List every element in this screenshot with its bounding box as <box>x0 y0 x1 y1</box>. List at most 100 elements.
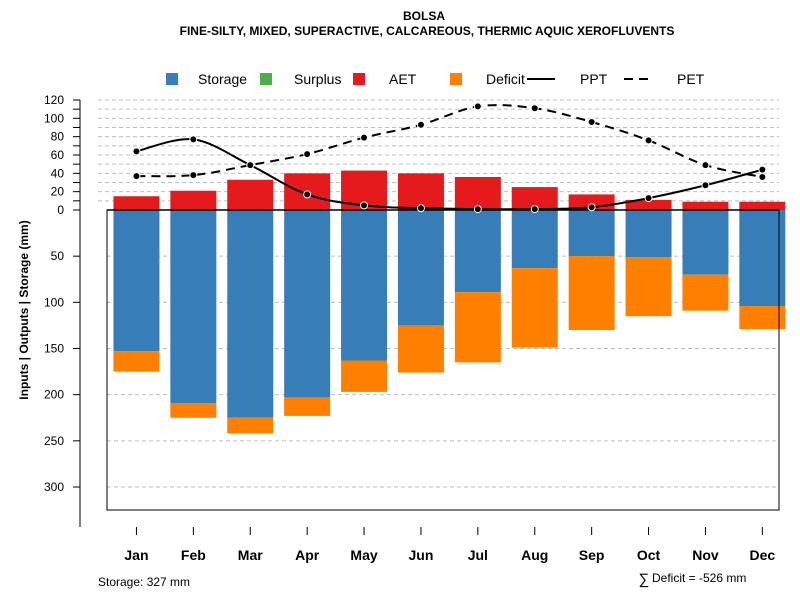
aet-bar-aug <box>511 187 558 210</box>
deficit-bar-jan <box>113 351 160 372</box>
ppt-point-jul <box>473 205 482 214</box>
y-tick-label-bottom-150: 150 <box>44 342 64 356</box>
storage-bar-jun <box>397 210 444 326</box>
aet-bar-nov <box>682 201 729 210</box>
ppt-point-oct <box>644 194 653 203</box>
legend-swatch-aet <box>353 73 365 85</box>
ppt-pet-lines <box>132 102 767 214</box>
legend-label-ppt: PPT <box>580 71 608 87</box>
deficit-bar-feb <box>170 402 217 418</box>
pet-point-apr <box>303 150 312 159</box>
deficit-bar-oct <box>625 257 672 317</box>
y-tick-label-top-80: 80 <box>51 130 65 144</box>
deficit-bar-jun <box>397 325 444 373</box>
aet-bar-feb <box>170 190 217 210</box>
x-tick-label-may: May <box>350 547 377 563</box>
aet-bar-oct <box>625 199 672 210</box>
deficit-total: Deficit = -526 mm <box>652 571 746 585</box>
storage-bar-may <box>341 210 388 361</box>
storage-bar-mar <box>227 210 274 418</box>
x-tick-label-oct: Oct <box>637 547 661 563</box>
legend-label-storage: Storage <box>198 71 247 87</box>
ppt-point-jun <box>416 204 425 213</box>
y-tick-label-top-0: 0 <box>57 203 64 217</box>
x-tick-label-jun: Jun <box>409 547 434 563</box>
ppt-point-nov <box>701 181 710 190</box>
ppt-point-jan <box>132 147 141 156</box>
pet-point-may <box>360 133 369 142</box>
aet-bar-jul <box>454 177 501 210</box>
storage-bar-apr <box>284 210 331 398</box>
storage-bar-sep <box>568 210 615 257</box>
legend-label-aet: AET <box>389 71 417 87</box>
deficit-bar-nov <box>682 274 729 311</box>
legend-label-surplus: Surplus <box>294 71 341 87</box>
storage-bar-jan <box>113 210 160 352</box>
x-tick-label-mar: Mar <box>238 547 263 563</box>
storage-bar-oct <box>625 210 672 258</box>
ppt-point-dec <box>758 165 767 174</box>
storage-bar-nov <box>682 210 729 275</box>
y-tick-label-bottom-100: 100 <box>44 295 64 309</box>
x-tick-label-apr: Apr <box>295 547 320 563</box>
pet-point-oct <box>644 136 653 145</box>
deficit-bar-aug <box>511 268 558 348</box>
ppt-point-aug <box>530 205 539 214</box>
y-tick-label-bottom-200: 200 <box>44 388 64 402</box>
storage-bar-feb <box>170 210 217 403</box>
pet-point-dec <box>758 173 767 181</box>
ppt-point-mar <box>246 161 255 170</box>
y-axis: 0 20 40 60 80 100 120 50 100 150 200 250 300 <box>44 93 80 494</box>
pet-point-aug <box>530 104 539 113</box>
x-tick-label-feb: Feb <box>181 547 206 563</box>
x-tick-label-sep: Sep <box>579 547 605 563</box>
pet-point-jul <box>473 102 482 111</box>
bars <box>113 170 786 434</box>
y-axis-label: Inputs | Outputs | Storage (mm) <box>17 220 31 399</box>
pet-point-jan <box>132 172 141 181</box>
pet-point-jun <box>416 120 425 129</box>
y-tick-label-bottom-50: 50 <box>51 249 65 263</box>
legend-label-pet: PET <box>677 71 705 87</box>
deficit-bar-sep <box>568 256 615 331</box>
sum-symbol: ∑ <box>639 571 650 588</box>
y-tick-label-top-60: 60 <box>51 148 65 162</box>
aet-bar-dec <box>739 201 786 210</box>
x-tick-label-dec: Dec <box>750 547 776 563</box>
x-tick-label-jul: Jul <box>468 547 488 563</box>
legend-swatch-surplus <box>260 73 272 85</box>
deficit-bar-dec <box>739 306 786 330</box>
x-tick-label-nov: Nov <box>692 547 719 563</box>
y-tick-label-top-120: 120 <box>44 93 64 107</box>
chart-subtitle: FINE-SILTY, MIXED, SUPERACTIVE, CALCAREO… <box>180 24 675 38</box>
deficit-bar-jul <box>454 292 501 363</box>
pet-point-feb <box>189 171 198 180</box>
storage-bar-jul <box>454 210 501 293</box>
storage-bar-aug <box>511 210 558 269</box>
x-axis: Jan Feb Mar Apr May Jun Jul Aug Sep Oct Nov Dec <box>124 527 775 563</box>
deficit-bar-may <box>341 360 388 392</box>
legend-swatch-storage <box>166 73 178 85</box>
legend-swatch-deficit <box>450 73 462 85</box>
ppt-point-sep <box>587 203 596 212</box>
legend-label-deficit: Deficit <box>486 71 525 87</box>
ppt-point-may <box>360 201 369 210</box>
deficit-bar-apr <box>284 397 331 416</box>
y-tick-label-top-40: 40 <box>51 166 65 180</box>
aet-bar-mar <box>227 179 274 210</box>
pet-point-sep <box>587 118 596 126</box>
ppt-point-feb <box>189 135 198 144</box>
aet-bar-jan <box>113 196 160 210</box>
deficit-bar-mar <box>227 417 274 434</box>
pet-point-nov <box>701 161 710 170</box>
y-tick-label-top-20: 20 <box>51 185 65 199</box>
ppt-point-apr <box>303 190 312 199</box>
pet-line <box>136 104 763 178</box>
y-tick-label-bottom-250: 250 <box>44 434 64 448</box>
x-tick-label-jan: Jan <box>124 547 148 563</box>
y-tick-label-bottom-300: 300 <box>44 480 64 494</box>
storage-total: Storage: 327 mm <box>98 575 190 589</box>
x-tick-label-aug: Aug <box>521 547 548 563</box>
chart-title: BOLSA <box>403 9 445 23</box>
